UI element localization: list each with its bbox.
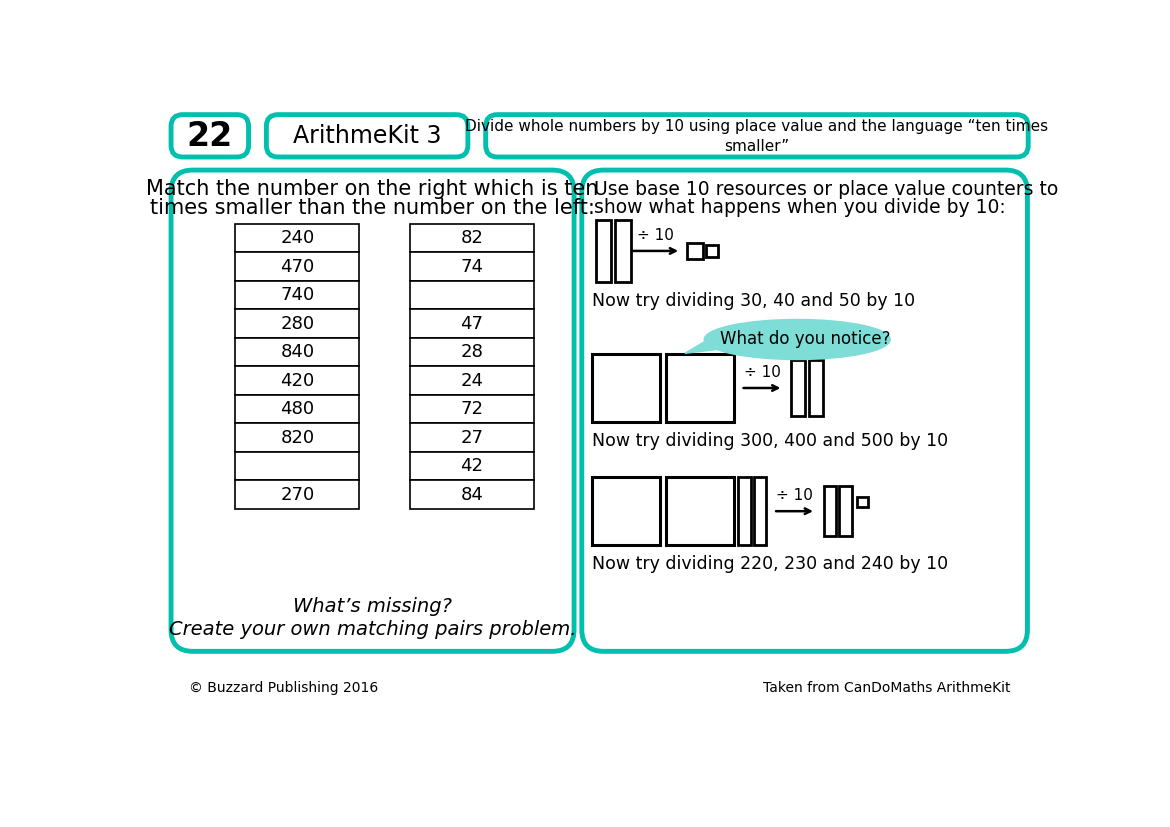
Bar [753,477,766,545]
Text: 74: 74 [460,258,483,275]
Text: 480: 480 [281,400,315,418]
Bar [410,452,534,480]
Bar [235,452,359,480]
Bar [410,309,534,338]
Bar [410,366,534,395]
Text: Use base 10 resources or place value counters to: Use base 10 resources or place value cou… [594,179,1059,198]
Bar [666,477,735,545]
Bar [235,423,359,452]
Text: 820: 820 [281,428,315,447]
Bar [666,354,735,422]
Text: © Buzzard Publishing 2016: © Buzzard Publishing 2016 [188,681,378,696]
Text: 72: 72 [460,400,483,418]
Text: Create your own matching pairs problem.: Create your own matching pairs problem. [168,620,577,639]
Text: 82: 82 [460,229,483,247]
Text: 22: 22 [187,120,233,153]
Bar [410,281,534,309]
Text: 270: 270 [281,485,315,504]
Bar [706,245,718,257]
Bar [791,361,805,416]
Text: 470: 470 [281,258,315,275]
FancyBboxPatch shape [171,170,574,652]
Bar [235,224,359,252]
Bar [738,477,751,545]
Ellipse shape [704,319,890,360]
Text: ÷ 10: ÷ 10 [776,489,813,504]
Text: 840: 840 [281,343,315,361]
Text: 42: 42 [460,457,483,476]
Bar [808,361,823,416]
Bar [235,309,359,338]
Bar [235,366,359,395]
Bar [839,486,852,536]
Bar [235,281,359,309]
Text: What do you notice?: What do you notice? [720,331,890,348]
Text: 280: 280 [281,315,315,332]
Text: 24: 24 [460,371,483,390]
Bar [410,252,534,281]
Text: show what happens when you divide by 10:: show what happens when you divide by 10: [594,198,1006,218]
Text: 84: 84 [460,485,483,504]
Text: ÷ 10: ÷ 10 [638,228,674,243]
Text: 240: 240 [281,229,315,247]
Text: 420: 420 [281,371,315,390]
Text: Taken from CanDoMaths ArithmeKit: Taken from CanDoMaths ArithmeKit [763,681,1011,696]
Bar [410,338,534,366]
Text: 28: 28 [460,343,483,361]
Bar [592,477,660,545]
Text: Now try dividing 30, 40 and 50 by 10: Now try dividing 30, 40 and 50 by 10 [592,292,915,310]
FancyBboxPatch shape [581,170,1027,652]
Bar [592,354,660,422]
FancyBboxPatch shape [171,115,248,157]
Text: 27: 27 [460,428,483,447]
Bar [596,220,611,282]
Bar [615,220,631,282]
Text: Now try dividing 300, 400 and 500 by 10: Now try dividing 300, 400 and 500 by 10 [592,432,948,450]
Text: Divide whole numbers by 10 using place value and the language “ten times
smaller: Divide whole numbers by 10 using place v… [466,119,1048,154]
Bar [235,338,359,366]
Bar [687,243,703,259]
Bar [410,224,534,252]
Bar [235,252,359,281]
Bar [856,496,868,507]
FancyBboxPatch shape [486,115,1028,157]
Text: ÷ 10: ÷ 10 [744,366,780,380]
Bar [235,480,359,509]
Text: 47: 47 [460,315,483,332]
Bar [410,480,534,509]
Text: 740: 740 [281,286,315,304]
Text: What’s missing?: What’s missing? [292,597,452,616]
Bar [410,423,534,452]
Bar [824,486,837,536]
Text: Match the number on the right which is ten: Match the number on the right which is t… [146,179,599,199]
Text: Now try dividing 220, 230 and 240 by 10: Now try dividing 220, 230 and 240 by 10 [592,555,948,573]
Bar [235,395,359,423]
Polygon shape [684,339,723,353]
Text: ArithmeKit 3: ArithmeKit 3 [292,124,441,148]
Bar [410,395,534,423]
Text: times smaller than the number on the left:: times smaller than the number on the lef… [150,198,596,218]
FancyBboxPatch shape [267,115,468,157]
